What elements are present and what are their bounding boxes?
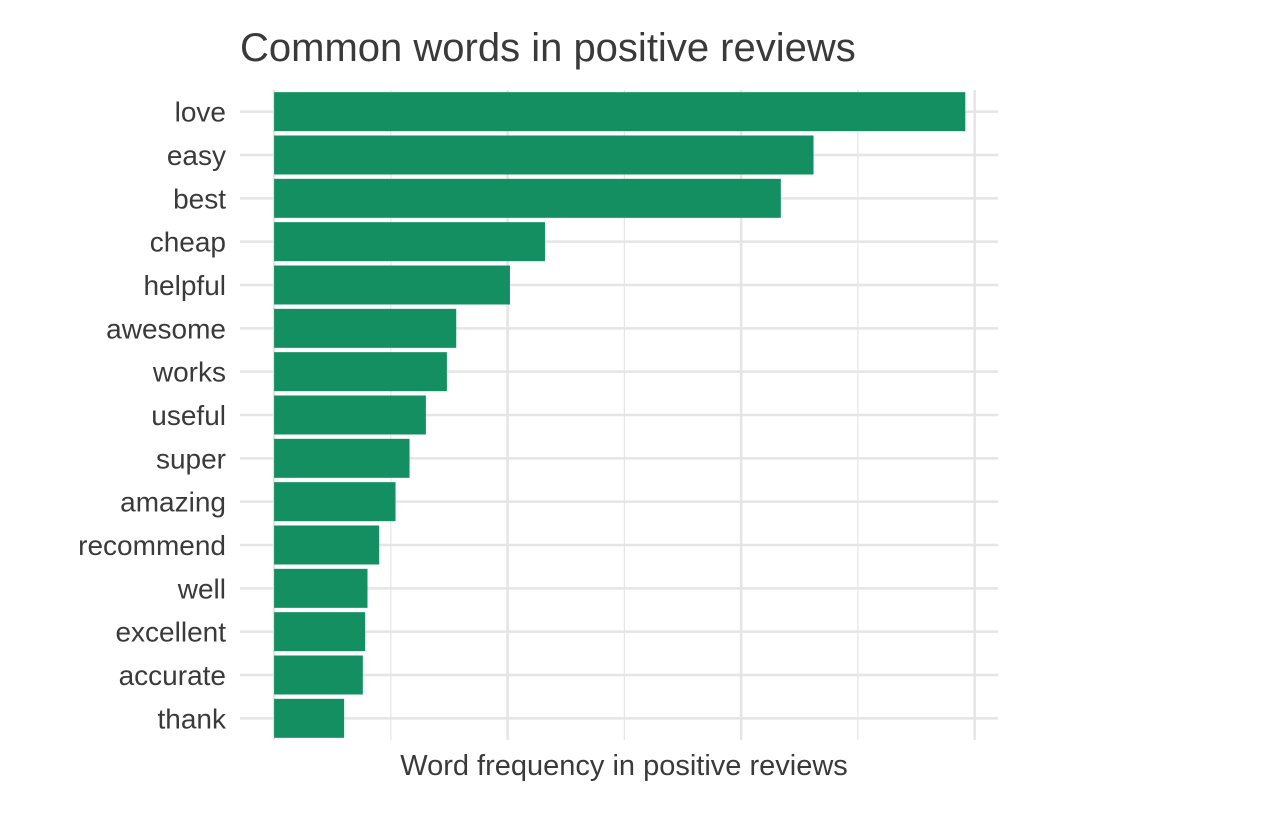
y-tick-label: works [152, 357, 226, 388]
y-tick-label: recommend [78, 530, 226, 561]
y-tick-label: excellent [115, 617, 226, 648]
bar-recommend [274, 525, 380, 565]
y-tick-label: love [175, 97, 226, 128]
bar-best [274, 178, 781, 218]
bar-useful [274, 395, 426, 435]
y-tick-label: amazing [120, 487, 226, 518]
bar-love [274, 92, 966, 132]
y-tick-label: awesome [106, 313, 226, 344]
bar-easy [274, 135, 814, 175]
bar-helpful [274, 265, 510, 305]
bar-well [274, 568, 368, 608]
y-tick-label: thank [158, 703, 227, 734]
y-tick-label: best [173, 183, 226, 214]
bar-excellent [274, 612, 366, 652]
bar-awesome [274, 308, 457, 348]
x-axis-label: Word frequency in positive reviews [400, 750, 848, 782]
bar-amazing [274, 482, 396, 522]
bar-works [274, 352, 447, 392]
y-tick-label: easy [167, 140, 226, 171]
y-tick-label: well [177, 573, 226, 604]
y-tick-label: useful [151, 400, 226, 431]
y-tick-label: cheap [150, 227, 226, 258]
bar-cheap [274, 222, 545, 262]
bar-super [274, 438, 410, 478]
y-tick-label: super [156, 443, 226, 474]
chart-title: Common words in positive reviews [240, 26, 856, 70]
bar-thank [274, 698, 345, 738]
y-tick-label: accurate [119, 660, 226, 691]
bar-accurate [274, 655, 363, 695]
y-tick-label: helpful [143, 270, 226, 301]
